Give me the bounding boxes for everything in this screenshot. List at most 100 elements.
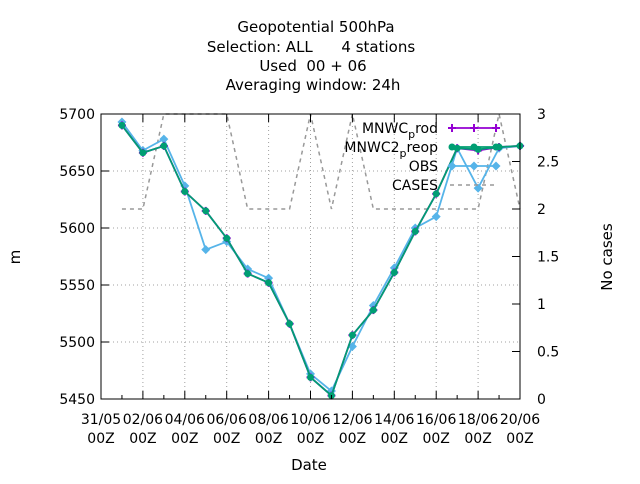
x-tick-label-2023-05-31: 31/05 — [81, 412, 121, 428]
x-tick-label-2023-06-08: 08/06 — [248, 412, 288, 428]
data-point-mnwc2-preop — [139, 149, 147, 157]
y-tick-label-5650: 5650 — [59, 164, 95, 180]
y-tick-label-5500: 5500 — [59, 335, 95, 351]
y2-axis-label: No cases — [598, 223, 616, 291]
series-line-cases — [121, 113, 521, 210]
legend-marker-mnwc2-preop-dot — [492, 143, 500, 151]
data-point-obs-shape — [473, 183, 483, 193]
legend-entry-cases: CASES — [392, 178, 498, 194]
data-point-mnwc2-preop-dot — [223, 234, 231, 242]
data-point-mnwc2-preop-dot — [202, 207, 210, 215]
legend-marker-mnwc-prod — [448, 124, 456, 132]
axes-ticks: 5450 5500 5550 5600 5650 5700 0 0.5 1 1.5 2 2.5 3 31/… — [59, 107, 559, 447]
legend-entry-mnwc-prod: MNWCprod — [362, 121, 500, 141]
data-point-mnwc2-preop-dot — [411, 227, 419, 235]
data-point-mnwc2-preop-dot — [139, 149, 147, 157]
y-tick-label-5600: 5600 — [59, 221, 95, 237]
data-point-mnwc2-preop — [181, 188, 189, 196]
data-point-obs — [159, 134, 169, 144]
legend-label-obs: OBS — [409, 159, 438, 175]
series-layer — [117, 113, 525, 400]
legend-marker-obs-shape — [447, 161, 457, 171]
y2-tick-label-3: 3 — [537, 107, 546, 123]
legend-entry-obs: OBS — [409, 159, 501, 175]
legend-entry-mnwc2-preop: MNWC2preop — [344, 140, 500, 160]
data-point-obs — [431, 212, 441, 222]
legend-marker-mnwc-prod — [470, 124, 478, 132]
data-point-obs — [201, 245, 211, 255]
legend-marker-obs-shape — [491, 161, 501, 171]
data-point-mnwc2-preop — [411, 227, 419, 235]
data-point-mnwc2-preop — [390, 268, 398, 276]
legend-label-mnwc-prod: MNWCprod — [362, 121, 438, 141]
series-line-obs — [121, 121, 521, 393]
x-tick-label-2023-06-04: 04/06 — [165, 412, 205, 428]
data-point-mnwc2-preop-dot — [265, 279, 273, 287]
data-point-mnwc2-preop — [432, 190, 440, 198]
x-tick-label-hour-2023-06-20: 00Z — [506, 431, 533, 447]
x-tick-label-2023-06-20: 20/06 — [500, 412, 540, 428]
chart-title: Geopotential 500hPa — [237, 18, 394, 36]
x-tick-label-2023-06-12: 12/06 — [332, 412, 372, 428]
data-point-mnwc2-preop — [118, 121, 126, 129]
x-tick-label-hour-2023-06-02: 00Z — [129, 431, 156, 447]
y2-tick-label-0: 0 — [537, 392, 546, 408]
legend-marker-mnwc2-preop — [448, 143, 456, 151]
legend-marker-mnwc2-preop — [492, 143, 500, 151]
chart-subtitle-selection: Selection: ALL 4 stations — [207, 38, 415, 56]
data-point-obs-shape — [159, 134, 169, 144]
data-point-mnwc2-preop-dot — [286, 320, 294, 328]
data-point-mnwc2-preop — [348, 331, 356, 339]
x-tick-label-hour-2023-06-12: 00Z — [339, 431, 366, 447]
x-tick-label-2023-06-10: 10/06 — [290, 412, 330, 428]
data-point-mnwc2-preop — [307, 373, 314, 381]
x-tick-label-hour-2023-05-31: 00Z — [87, 431, 114, 447]
y-tick-label-5550: 5550 — [59, 278, 95, 294]
x-tick-label-2023-06-14: 14/06 — [374, 412, 414, 428]
x-tick-label-hour-2023-06-14: 00Z — [381, 431, 408, 447]
x-tick-label-hour-2023-06-04: 00Z — [171, 431, 198, 447]
x-tick-label-hour-2023-06-16: 00Z — [422, 431, 449, 447]
x-tick-label-2023-06-06: 06/06 — [207, 412, 247, 428]
legend-marker-mnwc-prod — [492, 124, 500, 132]
data-point-mnwc2-preop-dot — [181, 188, 189, 196]
series-line-mnwc2-preop — [121, 124, 521, 398]
legend-label-cases: CASES — [392, 178, 438, 194]
data-point-mnwc2-preop-dot — [307, 373, 314, 381]
x-tick-label-2023-06-02: 02/06 — [123, 412, 163, 428]
x-tick-label-hour-2023-06-10: 00Z — [297, 431, 324, 447]
y-tick-label-5450: 5450 — [59, 392, 95, 408]
legend-marker-mnwc2-preop — [470, 143, 478, 151]
y-tick-label-5700: 5700 — [59, 107, 95, 123]
data-point-obs-shape — [201, 245, 211, 255]
legend-marker-mnwc2-preop-dot — [448, 143, 456, 151]
chart-subtitle-used: Used 00 + 06 — [259, 57, 366, 75]
x-tick-label-hour-2023-06-06: 00Z — [213, 431, 240, 447]
y2-tick-label-2: 2 — [537, 202, 546, 218]
legend-marker-obs — [491, 161, 501, 171]
data-point-mnwc2-preop — [265, 279, 273, 287]
data-point-mnwc2-preop-dot — [118, 121, 126, 129]
x-tick-label-2023-06-18: 18/06 — [458, 412, 498, 428]
data-point-obs-shape — [431, 212, 441, 222]
data-point-mnwc2-preop-dot — [160, 142, 168, 150]
x-tick-label-2023-06-16: 16/06 — [416, 412, 456, 428]
data-point-mnwc2-preop — [202, 207, 210, 215]
y2-tick-label-1.5: 1.5 — [537, 250, 559, 266]
chart-subtitle-window: Averaging window: 24h — [226, 76, 401, 94]
data-point-obs — [473, 183, 483, 193]
y2-tick-label-0.5: 0.5 — [537, 345, 559, 361]
legend-marker-obs — [469, 161, 479, 171]
y2-tick-label-2.5: 2.5 — [537, 155, 559, 171]
data-point-mnwc2-preop — [369, 306, 377, 314]
data-point-mnwc2-preop — [223, 234, 231, 242]
x-tick-label-hour-2023-06-08: 00Z — [255, 431, 282, 447]
y2-tick-label-1: 1 — [537, 297, 546, 313]
data-point-mnwc2-preop-dot — [390, 268, 398, 276]
legend-marker-mnwc2-preop-dot — [470, 143, 478, 151]
x-tick-label-hour-2023-06-18: 00Z — [464, 431, 491, 447]
